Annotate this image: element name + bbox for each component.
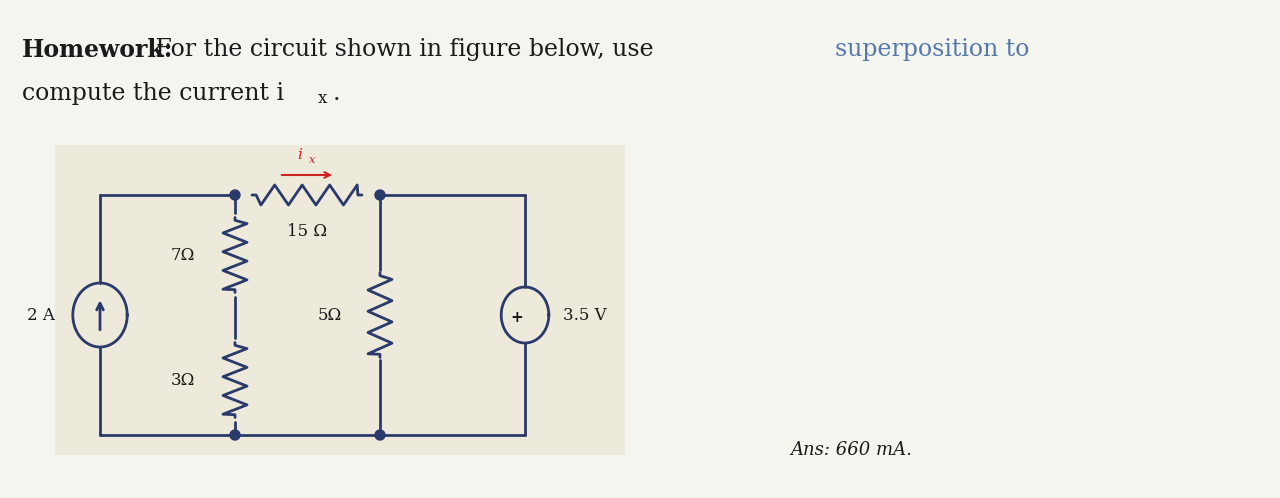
Text: 15 Ω: 15 Ω [287, 223, 328, 240]
Text: superposition to: superposition to [835, 38, 1029, 61]
Circle shape [375, 430, 385, 440]
Text: i: i [297, 148, 302, 162]
Text: 5Ω: 5Ω [317, 306, 342, 324]
Text: compute the current i: compute the current i [22, 82, 284, 105]
FancyBboxPatch shape [55, 145, 625, 455]
Text: x: x [317, 90, 328, 107]
Circle shape [230, 430, 241, 440]
Circle shape [230, 190, 241, 200]
Text: For the circuit shown in figure below, use: For the circuit shown in figure below, u… [148, 38, 662, 61]
Text: +: + [511, 309, 524, 325]
Text: Ans: 660 mA.: Ans: 660 mA. [790, 441, 911, 459]
Text: 3.5 V: 3.5 V [563, 306, 607, 324]
Circle shape [375, 190, 385, 200]
Text: 3Ω: 3Ω [170, 372, 195, 388]
Text: 2 A: 2 A [27, 306, 55, 324]
Text: 7Ω: 7Ω [170, 247, 195, 263]
Text: Homework:: Homework: [22, 38, 173, 62]
Text: .: . [333, 82, 340, 105]
Text: x: x [308, 155, 315, 165]
